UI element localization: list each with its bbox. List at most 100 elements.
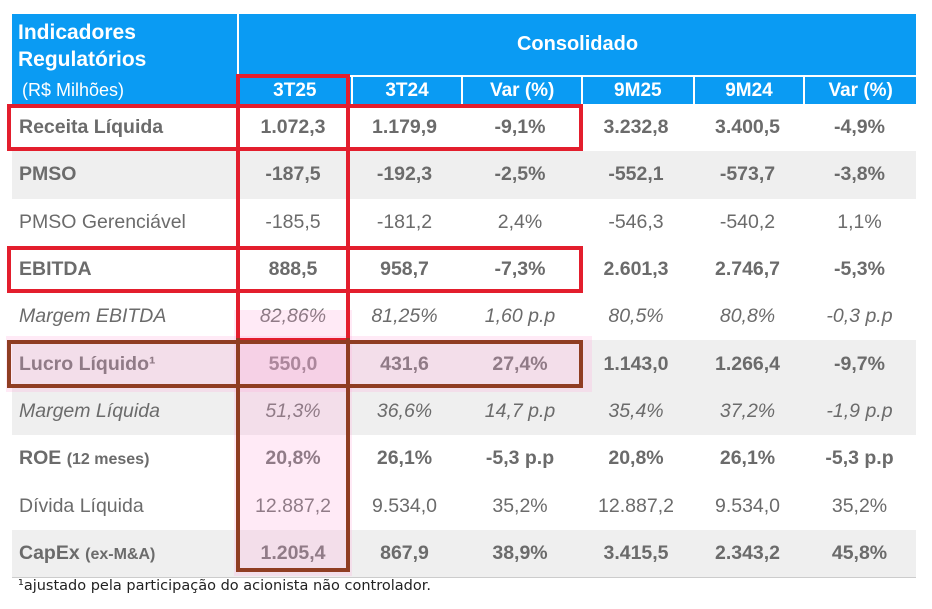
col-header: 9M25 (580, 75, 693, 104)
table-cell: 1,60 p.p (484, 305, 556, 328)
table-cell: 80,5% (608, 305, 664, 328)
highlight-receita-left (7, 104, 350, 151)
table-cell: 888,5 (268, 258, 318, 281)
table-cell: 12.887,2 (255, 494, 331, 517)
table-cell: 26,1% (719, 447, 776, 470)
table-cell: -9,1% (494, 116, 546, 139)
table-cell: 35,2% (492, 494, 548, 517)
row-label: PMSO (12, 163, 237, 186)
col-header: Var (%) (461, 75, 581, 104)
table-row: Lucro Líquido¹ 550,0 431,6 27,4% 1.143,0 1.26… (12, 340, 916, 388)
table-cell: -181,2 (376, 210, 433, 233)
table-cell: 80,8% (719, 305, 776, 328)
table-bottom-rule (12, 577, 916, 578)
table-cell: 1.205,4 (260, 541, 326, 564)
row-label-text: Dívida Líquida (19, 494, 144, 517)
table-cell: 1.179,9 (371, 116, 438, 139)
highlight-ebitda-right (346, 246, 583, 293)
row-label-text: ROE (19, 447, 62, 470)
highlight-glow (234, 310, 352, 576)
table-cell: -4,9% (834, 116, 885, 139)
table-cell: 20,8% (608, 447, 664, 470)
table-cell: 35,4% (608, 399, 664, 422)
table-cell: 431,6 (380, 352, 429, 375)
table-cell: -7,3% (494, 258, 546, 281)
table-cell: 51,3% (265, 399, 321, 422)
table-cell: 36,6% (376, 399, 433, 422)
row-label-suffix: (ex-M&A) (85, 545, 156, 563)
table-cell: -5,3% (834, 258, 885, 281)
table-row: ROE (12 meses) 20,8% 26,1% -5,3 p.p 20,8% 26,… (12, 435, 916, 482)
title-line-2: Regulatórios (18, 48, 147, 71)
header-divider (237, 14, 239, 104)
table-cell: 3.232,8 (603, 116, 669, 139)
row-label-text: EBITDA (19, 258, 92, 281)
table-body: Receita Líquida 1.072,3 1.179,9 -9,1% 3.232,… (12, 104, 916, 577)
highlight-glow (6, 336, 592, 392)
table-cell: -192,3 (376, 163, 433, 186)
highlight-lucro-right (346, 340, 583, 388)
table-header: Indicadores Regulatórios (R$ Milhões) Con… (12, 14, 916, 104)
row-label-suffix: (12 meses) (66, 451, 150, 469)
table-cell: 26,1% (376, 447, 433, 470)
table-row: CapEx (ex-M&A) 1.205,4 867,9 38,9% 3.415,5 2.… (12, 529, 916, 577)
col-header: 9M24 (692, 75, 804, 104)
table-row: Receita Líquida 1.072,3 1.179,9 -9,1% 3.232,… (12, 104, 916, 151)
row-label-text: Margem Líquida (19, 399, 160, 422)
table-title: Indicadores Regulatórios (18, 19, 146, 73)
highlight-column-3t25-lower (236, 338, 350, 572)
col-header: Var (%) (803, 75, 916, 104)
table-cell: 82,86% (259, 305, 327, 328)
table-cell: 1.266,4 (714, 352, 781, 375)
row-label-text: Margem EBITDA (19, 305, 167, 328)
table-cell: 14,7 p.p (484, 399, 556, 422)
highlight-receita-right (346, 104, 583, 151)
table-cell: 2.601,3 (603, 258, 669, 281)
row-label: Lucro Líquido¹ (12, 353, 237, 376)
table-cell: -0,3 p.p (826, 305, 893, 328)
row-label-text: PMSO (19, 163, 77, 186)
table-cell: 867,9 (380, 541, 429, 564)
row-label: Dívida Líquida (12, 495, 237, 518)
table-row: Dívida Líquida 12.887,2 9.534,0 35,2% 12.887… (12, 482, 916, 529)
table-cell: 2.343,2 (714, 541, 781, 564)
table-cell: -546,3 (608, 210, 664, 233)
table-row: Margem EBITDA 82,86% 81,25% 1,60 p.p 80,5% 80… (12, 293, 916, 340)
table-cell: -185,5 (265, 210, 321, 233)
table-cell: -9,7% (834, 352, 885, 375)
table-cell: 35,2% (831, 494, 888, 517)
row-label-text: Lucro Líquido¹ (19, 352, 156, 375)
table-row: EBITDA 888,5 958,7 -7,3% 2.601,3 2.746,7 -5,3% (12, 246, 916, 293)
table-cell: -5,3 p.p (485, 447, 555, 470)
title-line-1: Indicadores (18, 21, 136, 44)
table-cell: 9.534,0 (714, 494, 781, 517)
table-cell: -573,7 (719, 163, 776, 186)
highlight-ebitda-left (7, 246, 350, 293)
row-label: Receita Líquida (12, 116, 237, 139)
table-cell: -5,3 p.p (825, 447, 894, 470)
table-cell: 2.746,7 (714, 258, 781, 281)
table-cell: 3.415,5 (603, 541, 669, 564)
table-cell: -2,5% (494, 163, 546, 186)
table-cell: -187,5 (265, 163, 321, 186)
table-cell: -1,9 p.p (826, 399, 893, 422)
table-cell: 550,0 (268, 352, 318, 375)
table-cell: -552,1 (608, 163, 664, 186)
row-label: CapEx (ex-M&A) (12, 542, 237, 565)
table-cell: -3,8% (834, 163, 885, 186)
row-label-text: PMSO Gerenciável (19, 210, 186, 233)
table-cell: 958,7 (380, 258, 429, 281)
row-label: Margem Líquida (12, 400, 237, 423)
unit-label: (R$ Milhões) (22, 80, 125, 100)
table-cell: 1.143,0 (603, 352, 669, 375)
table-cell: -540,2 (719, 210, 776, 233)
row-label: EBITDA (12, 258, 237, 281)
table-cell: 37,2% (719, 399, 776, 422)
table-cell: 20,8% (265, 447, 321, 470)
row-label-text: CapEx (19, 541, 80, 564)
table-cell: 1.072,3 (260, 116, 326, 139)
row-label: PMSO Gerenciável (12, 211, 237, 234)
table-cell: 81,25% (371, 305, 438, 328)
table-cell: 9.534,0 (371, 494, 438, 517)
col-header: 3T24 (350, 75, 462, 104)
